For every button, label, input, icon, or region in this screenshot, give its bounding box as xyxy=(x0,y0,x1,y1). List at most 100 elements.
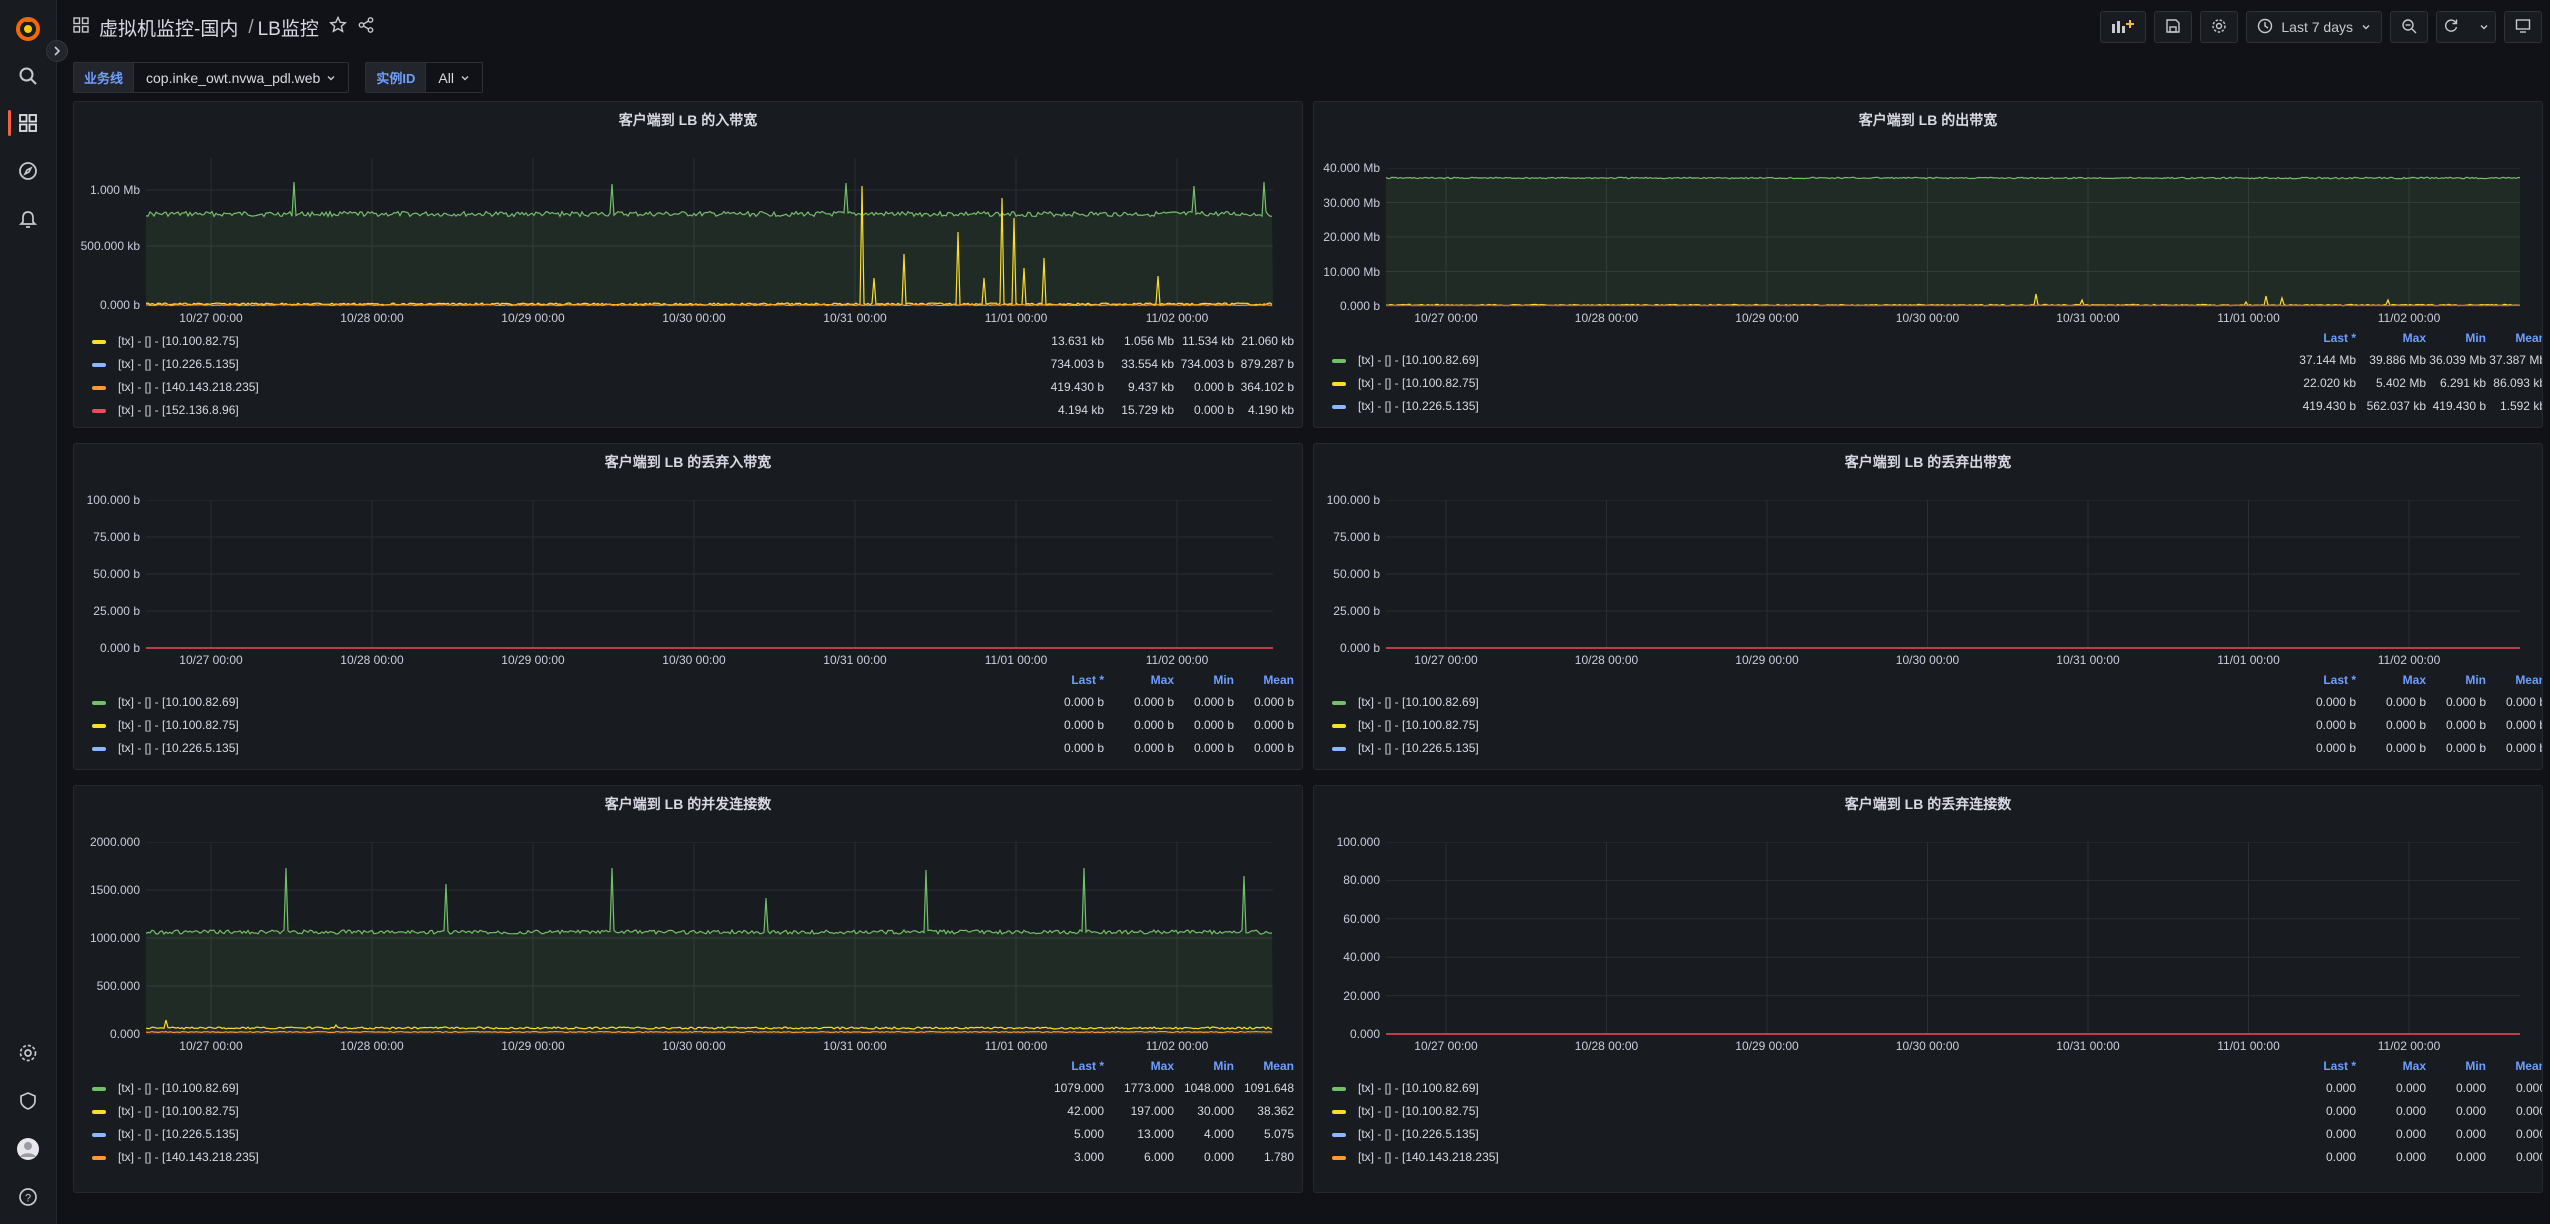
chevron-down-icon[interactable] xyxy=(2479,19,2489,35)
graph-plot-area[interactable] xyxy=(146,842,1273,1036)
legend-row[interactable]: [tx] - [] - [10.100.82.75] 0.000 b 0.000 b… xyxy=(1314,714,2542,737)
legend-color-swatch[interactable] xyxy=(92,1087,106,1091)
legend-column-header[interactable]: Last * xyxy=(2323,331,2356,345)
legend-color-swatch[interactable] xyxy=(92,747,106,751)
legend-series-name[interactable]: [tx] - [] - [140.143.218.235] xyxy=(118,380,259,394)
legend-column-header[interactable]: Mean xyxy=(1263,1059,1294,1073)
legend-column-header[interactable]: Last * xyxy=(2323,673,2356,687)
legend-series-name[interactable]: [tx] - [] - [140.143.218.235] xyxy=(1358,1150,1499,1164)
save-dashboard-button[interactable] xyxy=(2154,11,2193,43)
legend-row[interactable]: [tx] - [] - [10.226.5.135] 5.000 13.000 4.0… xyxy=(74,1123,1302,1146)
panel-title[interactable]: 客户端到 LB 的入带宽 xyxy=(618,112,758,128)
legend-series-name[interactable]: [tx] - [] - [10.226.5.135] xyxy=(118,741,239,755)
search-icon[interactable] xyxy=(16,64,40,88)
legend-series-name[interactable]: [tx] - [] - [10.100.82.69] xyxy=(118,695,239,709)
legend-column-header[interactable]: Max xyxy=(1150,673,1174,687)
legend-color-swatch[interactable] xyxy=(1332,405,1346,409)
legend-series-name[interactable]: [tx] - [] - [10.100.82.69] xyxy=(1358,1081,1479,1095)
legend-color-swatch[interactable] xyxy=(92,701,106,705)
legend-row[interactable]: [tx] - [] - [10.100.82.69] 0.000 0.000 0.00… xyxy=(1314,1077,2542,1100)
expand-menu-button[interactable] xyxy=(46,40,68,62)
tv-mode-button[interactable] xyxy=(2504,11,2542,43)
legend-column-header[interactable]: Last * xyxy=(1071,1059,1104,1073)
legend-row[interactable]: [tx] - [] - [10.100.82.75] 0.000 b 0.000 b… xyxy=(74,714,1302,737)
legend-color-swatch[interactable] xyxy=(1332,359,1346,363)
legend-row[interactable]: [tx] - [] - [10.100.82.69] 0.000 b 0.000 b… xyxy=(74,691,1302,714)
dashboards-icon[interactable] xyxy=(16,111,40,135)
panel-p5[interactable]: 客户端到 LB 的并发连接数 2000.000 1500.000 1000.000 50… xyxy=(73,785,1303,1193)
add-panel-button[interactable] xyxy=(2100,11,2147,43)
legend-column-header[interactable]: Mean xyxy=(2515,1059,2543,1073)
star-icon[interactable] xyxy=(328,15,347,40)
legend-row[interactable]: [tx] - [] - [10.100.82.69] 37.144 Mb 39.88… xyxy=(1314,349,2542,372)
variable-instance-id-select[interactable]: All xyxy=(426,62,483,93)
legend-row[interactable]: [tx] - [] - [10.226.5.135] 734.003 b 33.55… xyxy=(74,353,1302,376)
panel-title[interactable]: 客户端到 LB 的出带宽 xyxy=(1858,112,1998,128)
panel-title[interactable]: 客户端到 LB 的丢弃连接数 xyxy=(1844,796,2012,812)
legend-series-name[interactable]: [tx] - [] - [10.100.82.75] xyxy=(1358,1104,1479,1118)
panel-p3[interactable]: 客户端到 LB 的丢弃入带宽 100.000 b 75.000 b 50.000 b 2… xyxy=(73,443,1303,770)
settings-icon[interactable] xyxy=(16,1041,40,1065)
legend-row[interactable]: [tx] - [] - [10.100.82.75] 13.631 kb 1.056… xyxy=(74,330,1302,353)
legend-row[interactable]: [tx] - [] - [10.226.5.135] 0.000 b 0.000 b… xyxy=(74,737,1302,760)
folder-link[interactable]: 虚拟机监控-国内 xyxy=(99,19,239,40)
time-picker-button[interactable]: Last 7 days xyxy=(2246,11,2382,43)
legend-series-name[interactable]: [tx] - [] - [10.226.5.135] xyxy=(118,1127,239,1141)
legend-series-name[interactable]: [tx] - [] - [10.100.82.75] xyxy=(1358,376,1479,390)
grafana-logo[interactable] xyxy=(13,14,43,44)
panel-p1[interactable]: 客户端到 LB 的入带宽 1.000 Mb 500.000 kb 0.000 b 10/… xyxy=(73,101,1303,428)
graph-plot-area[interactable] xyxy=(1386,500,2520,650)
legend-series-name[interactable]: [tx] - [] - [10.100.82.75] xyxy=(118,718,239,732)
graph-plot-area[interactable] xyxy=(1386,168,2520,308)
panel-p6[interactable]: 客户端到 LB 的丢弃连接数 100.000 80.000 60.000 40.000 2… xyxy=(1313,785,2543,1193)
legend-color-swatch[interactable] xyxy=(1332,1087,1346,1091)
legend-series-name[interactable]: [tx] - [] - [10.226.5.135] xyxy=(118,357,239,371)
panel-p2[interactable]: 客户端到 LB 的出带宽 40.000 Mb 30.000 Mb 20.000 Mb 1… xyxy=(1313,101,2543,428)
legend-color-swatch[interactable] xyxy=(92,386,106,390)
shield-icon[interactable] xyxy=(16,1089,40,1113)
zoom-out-button[interactable] xyxy=(2390,11,2428,43)
legend-color-swatch[interactable] xyxy=(92,409,106,413)
legend-row[interactable]: [tx] - [] - [10.226.5.135] 0.000 b 0.000 b… xyxy=(1314,737,2542,760)
legend-row[interactable]: [tx] - [] - [140.143.218.235] 3.000 6.000 0… xyxy=(74,1146,1302,1169)
legend-color-swatch[interactable] xyxy=(92,724,106,728)
legend-color-swatch[interactable] xyxy=(92,340,106,344)
dashboard-settings-button[interactable] xyxy=(2200,11,2239,43)
share-icon[interactable] xyxy=(357,16,375,40)
legend-series-name[interactable]: [tx] - [] - [10.226.5.135] xyxy=(1358,741,1479,755)
legend-color-swatch[interactable] xyxy=(1332,747,1346,751)
panel-p4[interactable]: 客户端到 LB 的丢弃出带宽 100.000 b 75.000 b 50.000 b 2… xyxy=(1313,443,2543,770)
legend-color-swatch[interactable] xyxy=(92,1156,106,1160)
legend-color-swatch[interactable] xyxy=(92,363,106,367)
legend-column-header[interactable]: Min xyxy=(1213,1059,1234,1073)
legend-series-name[interactable]: [tx] - [] - [10.100.82.69] xyxy=(1358,353,1479,367)
legend-series-name[interactable]: [tx] - [] - [10.226.5.135] xyxy=(1358,399,1479,413)
legend-color-swatch[interactable] xyxy=(1332,1110,1346,1114)
legend-series-name[interactable]: [tx] - [] - [152.136.8.96] xyxy=(118,403,239,417)
legend-series-name[interactable]: [tx] - [] - [140.143.218.235] xyxy=(118,1150,259,1164)
graph-plot-area[interactable] xyxy=(1386,842,2520,1036)
legend-row[interactable]: [tx] - [] - [140.143.218.235] 0.000 0.000 0… xyxy=(1314,1146,2542,1169)
legend-series-name[interactable]: [tx] - [] - [10.100.82.69] xyxy=(1358,695,1479,709)
legend-series-name[interactable]: [tx] - [] - [10.226.5.135] xyxy=(1358,1127,1479,1141)
refresh-button[interactable] xyxy=(2436,11,2496,43)
avatar[interactable] xyxy=(16,1137,40,1161)
panel-title[interactable]: 客户端到 LB 的丢弃入带宽 xyxy=(604,454,772,470)
legend-series-name[interactable]: [tx] - [] - [10.100.82.75] xyxy=(118,334,239,348)
legend-row[interactable]: [tx] - [] - [10.226.5.135] 419.430 b 562.0… xyxy=(1314,395,2542,418)
legend-column-header[interactable]: Mean xyxy=(2515,673,2543,687)
legend-color-swatch[interactable] xyxy=(1332,382,1346,386)
legend-column-header[interactable]: Last * xyxy=(1071,673,1104,687)
legend-column-header[interactable]: Max xyxy=(2402,1059,2426,1073)
panel-title[interactable]: 客户端到 LB 的丢弃出带宽 xyxy=(1844,454,2012,470)
legend-series-name[interactable]: [tx] - [] - [10.100.82.75] xyxy=(1358,718,1479,732)
legend-color-swatch[interactable] xyxy=(92,1133,106,1137)
legend-series-name[interactable]: [tx] - [] - [10.100.82.69] xyxy=(118,1081,239,1095)
legend-row[interactable]: [tx] - [] - [140.143.218.235] 419.430 b 9.… xyxy=(74,376,1302,399)
panel-title[interactable]: 客户端到 LB 的并发连接数 xyxy=(604,796,772,812)
alerting-icon[interactable] xyxy=(16,207,40,231)
legend-column-header[interactable]: Min xyxy=(2465,1059,2486,1073)
legend-column-header[interactable]: Last * xyxy=(2323,1059,2356,1073)
explore-icon[interactable] xyxy=(16,159,40,183)
dashboard-title[interactable]: LB监控 xyxy=(257,19,319,40)
